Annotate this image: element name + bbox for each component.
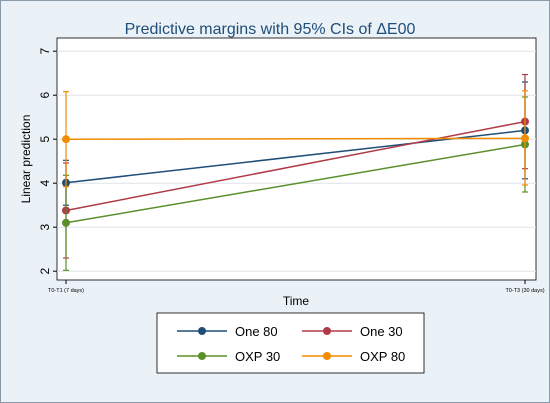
legend: One 80 One 30 OXP 30 OXP 80 xyxy=(177,324,405,364)
series-oxp-80 xyxy=(62,90,529,188)
legend-swatch-marker xyxy=(198,352,206,360)
x-axis-label: Time xyxy=(283,294,310,308)
x-tick-label: T0-T3 (30 days) xyxy=(505,288,544,294)
legend-swatch-marker xyxy=(323,327,331,335)
chart-title: Predictive margins with 95% CIs of ΔE00 xyxy=(125,21,416,38)
gridlines xyxy=(57,50,536,272)
x-axis: T0-T1 (7 days) T0-T3 (30 days) xyxy=(48,280,545,294)
y-tick-label: 6 xyxy=(38,92,52,99)
y-tick-label: 2 xyxy=(38,268,52,275)
series-line xyxy=(65,120,526,212)
data-point xyxy=(521,134,529,143)
x-tick-label: T0-T1 (7 days) xyxy=(48,288,84,294)
series-line xyxy=(65,137,526,140)
legend-label: OXP 30 xyxy=(235,349,280,364)
y-axis: 2 3 4 5 6 7 xyxy=(38,48,57,275)
series-group xyxy=(62,73,529,271)
plot-area xyxy=(56,37,537,281)
legend-box xyxy=(156,312,425,374)
y-tick-label: 5 xyxy=(38,136,52,143)
legend-label: OXP 80 xyxy=(360,349,405,364)
legend-label: One 80 xyxy=(235,324,278,339)
legend-swatch-marker xyxy=(323,352,331,360)
y-tick-label: 4 xyxy=(38,180,52,187)
y-axis-label: Linear prediction xyxy=(19,115,33,204)
data-point xyxy=(62,135,70,144)
data-point xyxy=(62,218,70,227)
y-tick-label: 3 xyxy=(38,224,52,231)
series-line xyxy=(65,143,526,224)
legend-swatch-marker xyxy=(198,327,206,335)
legend-label: One 30 xyxy=(360,324,403,339)
y-tick-label: 7 xyxy=(38,48,52,55)
